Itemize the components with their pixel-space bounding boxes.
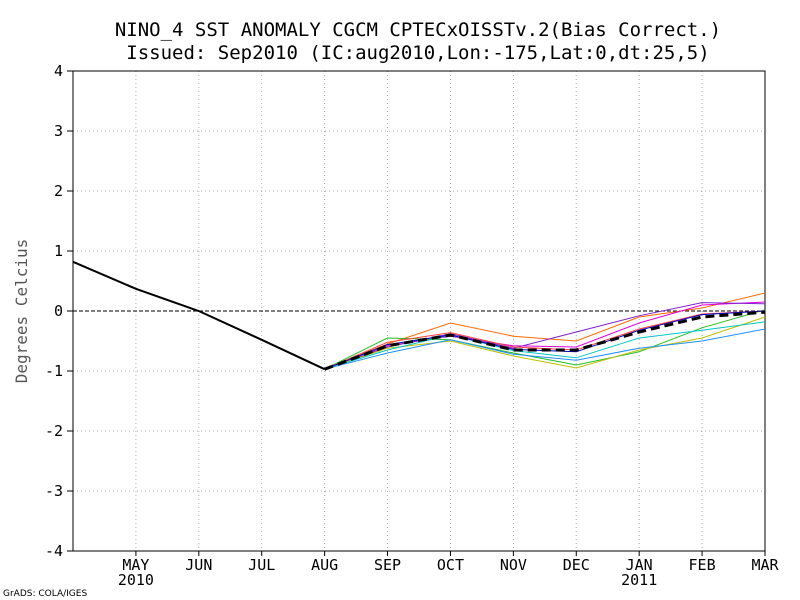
x-tick-label: SEP bbox=[374, 556, 401, 574]
series-layer bbox=[72, 260, 766, 371]
chart-subtitle: Issued: Sep2010 (IC:aug2010,Lon:-175,Lat… bbox=[126, 42, 709, 64]
x-tick-label: FEB bbox=[689, 556, 716, 574]
ensemble-member-line-7 bbox=[324, 321, 766, 370]
y-tick-label: -3 bbox=[45, 482, 63, 500]
y-tick-label: -2 bbox=[45, 422, 63, 440]
observed-line bbox=[72, 260, 326, 371]
y-tick-label: 1 bbox=[54, 242, 63, 260]
tick-labels: 4 3 2 1 0 -1 -2 -3 -4 MAY JUN JUL AUG SEP OCT NOV DEC JAN… bbox=[45, 62, 780, 589]
x-tick-label: NOV bbox=[500, 556, 527, 574]
x-tick-label: JUN bbox=[185, 556, 212, 574]
x-tick-label: AUG bbox=[311, 556, 338, 574]
x-tick-label: DEC bbox=[563, 556, 590, 574]
ensemble-member-line-6 bbox=[324, 328, 766, 370]
y-axis-label: Degrees Celcius bbox=[12, 239, 31, 384]
grid bbox=[73, 71, 765, 551]
x-tick-label: JAN bbox=[626, 556, 653, 574]
x-tick-label: MAR bbox=[751, 556, 779, 574]
ensemble-mean-line bbox=[324, 310, 766, 371]
y-tick-label: 0 bbox=[54, 302, 63, 320]
chart-title: NINO_4 SST ANOMALY CGCM CPTECxOISSTv.2(B… bbox=[115, 19, 721, 41]
x-tick-label: MAY bbox=[122, 556, 149, 574]
year-label: 2011 bbox=[621, 571, 657, 589]
x-tick-label: JUL bbox=[248, 556, 275, 574]
year-label: 2010 bbox=[118, 571, 154, 589]
ensemble-member-line-1 bbox=[324, 292, 766, 370]
y-tick-label: -4 bbox=[45, 542, 63, 560]
y-tick-label: 3 bbox=[54, 122, 63, 140]
x-tick-label: OCT bbox=[437, 556, 464, 574]
y-tick-label: 2 bbox=[54, 182, 63, 200]
y-tick-label: -1 bbox=[45, 362, 63, 380]
y-tick-label: 4 bbox=[54, 62, 63, 80]
grads-credit: GrADS: COLA/IGES bbox=[3, 589, 88, 599]
